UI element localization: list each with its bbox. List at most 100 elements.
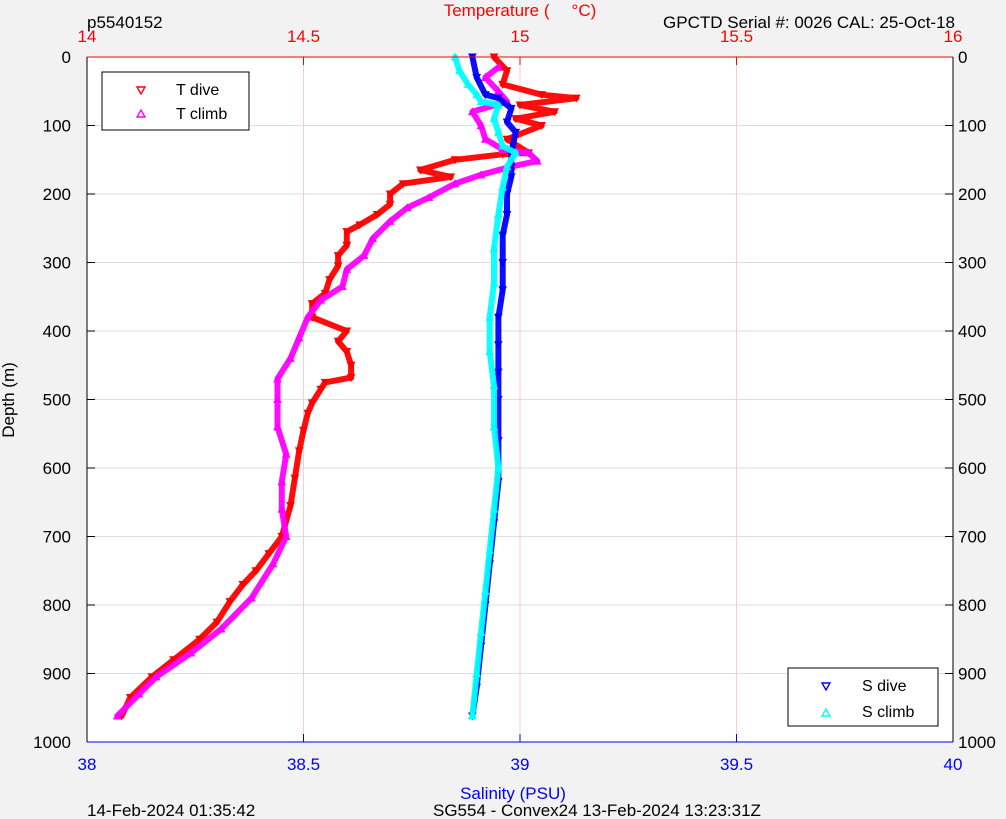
depth-tick-label-right: 1000 (958, 733, 996, 752)
series-s-dive-point (494, 341, 503, 350)
series-t-climb-point (481, 72, 490, 82)
series-t-dive-point (225, 598, 235, 607)
series-s-climb-point (489, 422, 499, 431)
salinity-axis-title: Salinity (PSU) (460, 784, 566, 803)
temperature-tick-label: 15 (511, 27, 530, 46)
series-t-dive-point (342, 228, 352, 237)
series-t-climb-point (273, 422, 282, 431)
series-s-climb-point (489, 381, 499, 390)
depth-tick-label-right: 900 (958, 665, 986, 684)
series-t-climb-point (424, 192, 434, 201)
depth-tick-label-left: 0 (62, 48, 71, 67)
serial-cal-info: GPCTD Serial #: 0026 CAL: 25-Oct-18 (663, 13, 955, 32)
series-t-dive-point (450, 156, 460, 165)
series-s-dive-point (502, 190, 512, 199)
depth-tick-label-left: 500 (43, 391, 71, 410)
depth-tick-label-left: 900 (43, 665, 71, 684)
depth-tick-label-right: 400 (958, 322, 986, 341)
series-t-climb-point (268, 559, 278, 568)
salinity-tick-label: 38 (78, 755, 97, 774)
depth-tick-label-left: 300 (43, 254, 71, 273)
series-s-climb-point (498, 182, 508, 191)
series-t-climb-point (216, 624, 226, 633)
series-t-dive-point (342, 348, 352, 357)
series-t-climb-point (494, 62, 503, 71)
series-t-climb-point (286, 353, 295, 362)
series-t-dive-point (195, 635, 204, 644)
series-t-climb-point (316, 295, 326, 304)
series-t-dive-point (498, 80, 508, 89)
series-s-climb-point (472, 668, 482, 677)
temperature-tick-label: 15.5 (720, 27, 753, 46)
legend-salinity-box (787, 667, 939, 727)
series-s-climb-trace (452, 54, 519, 719)
depth-tick-label-right: 800 (958, 596, 986, 615)
series-t-climb-point (338, 281, 347, 290)
series-s-climb-point (494, 463, 503, 472)
series-s-climb-point (485, 312, 495, 321)
series-s-dive-point (498, 259, 508, 268)
series-t-climb-point (112, 711, 122, 720)
salinity-tick-label: 39 (511, 755, 530, 774)
series-t-climb-point (281, 449, 291, 458)
depth-tick-label-right: 500 (958, 391, 986, 410)
series-s-dive-point (472, 74, 482, 83)
series-t-climb-point (277, 477, 287, 486)
series-s-climb-point (489, 278, 499, 287)
series-t-dive-point (346, 361, 356, 370)
series-t-climb-point (303, 312, 313, 321)
series-t-climb-point (247, 593, 256, 602)
series-s-dive-point (502, 118, 512, 127)
depth-tick-label-right: 700 (958, 528, 986, 547)
series-s-dive-point (494, 368, 503, 377)
series-s-climb-point (489, 114, 499, 123)
series-t-climb-point (494, 86, 503, 95)
depth-tick-label-left: 700 (43, 528, 71, 547)
series-t-dive-point (511, 115, 521, 124)
depth-axis-title: Depth (m) (0, 362, 18, 438)
series-t-dive-point (571, 94, 581, 103)
series-t-climb-point (151, 672, 161, 681)
series-s-climb-point (489, 504, 499, 513)
series-t-climb (112, 62, 542, 720)
salinity-tick-label: 39.5 (720, 755, 753, 774)
footer-mission: SG554 - Convex24 13-Feb-2024 13:23:31Z (433, 801, 761, 819)
series-t-climb-point (385, 216, 395, 225)
series-t-dive-point (307, 300, 317, 309)
series-t-dive-point (346, 374, 356, 383)
series-t-climb-point (134, 689, 144, 698)
temperature-tick-label: 14.5 (287, 27, 320, 46)
series-t-climb-point (273, 374, 282, 383)
series-s-climb-point (502, 162, 512, 171)
series-t-dive-point (398, 180, 408, 189)
series-s-climb-point (494, 209, 503, 219)
series-s-climb-point (494, 127, 503, 136)
depth-tick-label-left: 200 (43, 185, 71, 204)
series-s-climb-point (481, 586, 490, 595)
series-s-climb-point (463, 79, 473, 88)
temperature-axis-title: Temperature (°C) (444, 1, 597, 20)
series-s-climb-point (485, 545, 495, 554)
series-s-climb-point (485, 346, 495, 356)
series-t-climb-point (476, 120, 486, 129)
series-s-dive-point (481, 91, 490, 100)
series-t-dive-point (502, 67, 512, 76)
tick-labels-layer: 0 0 100 100 200 200 300 300 400 400 500 500 600 600 70… (33, 27, 996, 774)
series-t-dive-point (320, 378, 330, 387)
series-t-dive-point (537, 122, 546, 131)
legend-s-dive-label: S dive (862, 678, 907, 695)
series-s-dive-point (507, 173, 516, 182)
legend-s-climb-label: S climb (862, 704, 915, 721)
series-t-climb-point (403, 203, 412, 212)
series-s-climb-point (455, 66, 464, 75)
legend-s-dive-marker (820, 682, 832, 692)
series-t-climb-point (281, 531, 291, 540)
series-t-dive-point (333, 252, 343, 261)
series-t-climb-point (524, 148, 533, 157)
depth-tick-label-left: 100 (43, 117, 71, 136)
legend-salinity: S dive S climb (787, 667, 939, 727)
series-t-climb-point (476, 170, 486, 179)
series-t-climb-point (186, 648, 196, 657)
series-t-climb-point (532, 156, 542, 165)
series-t-dive-point (385, 190, 395, 199)
